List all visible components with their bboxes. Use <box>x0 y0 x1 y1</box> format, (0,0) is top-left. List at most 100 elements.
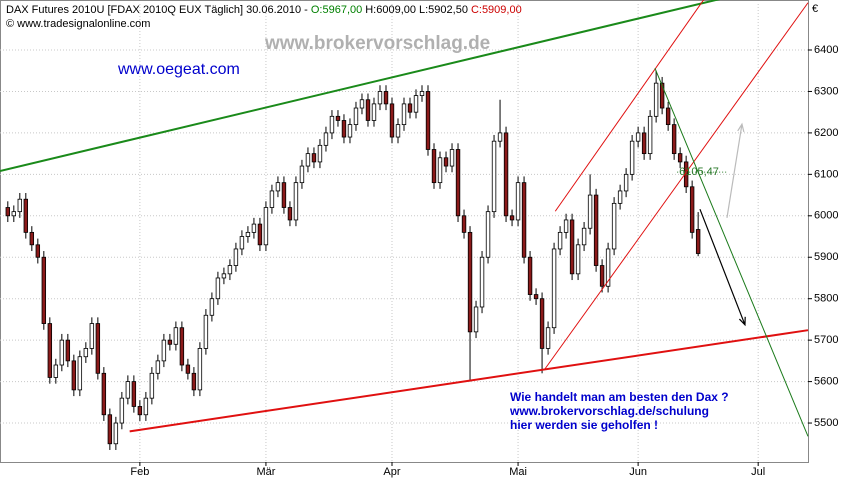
candle-body <box>359 99 365 109</box>
annotation: www.brokervorschlag.de/schulung <box>509 404 709 418</box>
candle-body <box>485 211 491 258</box>
candle-body <box>173 327 179 345</box>
candle-body <box>455 149 461 217</box>
y-tick-label: 5600 <box>814 375 838 387</box>
candle-body <box>443 157 449 167</box>
candle-body <box>89 323 95 349</box>
x-tick-label: Jul <box>751 466 765 478</box>
candle-body <box>503 132 509 217</box>
candle-body <box>101 372 107 416</box>
x-tick-label: Mär <box>256 466 275 478</box>
candle-body <box>233 248 239 266</box>
candle-body <box>29 231 35 246</box>
candle-body <box>95 323 101 374</box>
candle-body <box>419 91 425 96</box>
candle-body <box>413 95 419 113</box>
candle-body <box>509 215 515 221</box>
candle-body <box>209 298 215 316</box>
candle-body <box>575 244 581 275</box>
candle-body <box>143 397 149 416</box>
candle-body <box>167 339 173 345</box>
candle-body <box>113 422 119 445</box>
trend-line <box>544 2 809 370</box>
candle-body <box>461 215 467 233</box>
candle-body <box>251 223 257 233</box>
candle-body <box>5 207 11 217</box>
candle-body <box>161 339 167 362</box>
x-tick-label: Feb <box>130 466 149 478</box>
candle-body <box>287 207 293 221</box>
candle-body <box>83 348 89 358</box>
candle-body <box>641 132 647 155</box>
candle-body <box>281 182 287 208</box>
candle-body <box>203 314 209 349</box>
candle-body <box>263 207 269 246</box>
ohlc-label: C:5909,00 <box>471 4 522 16</box>
watermark: www.brokervorschlag.de <box>264 33 490 54</box>
candle-body <box>473 306 479 333</box>
trend-line <box>129 329 809 433</box>
y-tick-label: 6100 <box>814 168 838 180</box>
candle-body <box>449 149 455 167</box>
candle-body <box>515 182 521 221</box>
site-label: www.oegeat.com <box>117 61 240 78</box>
candle-body <box>527 256 533 295</box>
candle-body <box>23 198 29 233</box>
candle-body <box>47 323 53 378</box>
trend-line <box>0 0 721 173</box>
candle-body <box>293 182 299 221</box>
y-tick-label: 6400 <box>814 44 838 56</box>
x-tick-label: Apr <box>383 466 400 478</box>
candle-body <box>371 103 377 121</box>
candle-body <box>425 91 431 150</box>
candle-body <box>65 339 71 362</box>
y-tick-label: 6200 <box>814 127 838 139</box>
x-tick-label: Jun <box>629 466 647 478</box>
candle-body <box>41 256 47 324</box>
candle-body <box>389 103 395 138</box>
candle-body <box>311 153 317 163</box>
candle-body <box>305 153 311 167</box>
candle-body <box>623 173 629 192</box>
candle-body <box>587 194 593 229</box>
annotation: Wie handelt man am besten den Dax ? <box>510 390 729 404</box>
y-tick-label: 5800 <box>814 293 838 305</box>
candle-body <box>131 381 137 407</box>
trend-line <box>654 68 809 437</box>
candle-body <box>689 186 695 233</box>
candle-body <box>299 165 305 184</box>
copyright: © www.tradesignalonline.com <box>6 18 150 30</box>
ohlc-label: L:5902,50 <box>419 4 468 16</box>
candle-body <box>593 194 599 266</box>
y-tick-label: 5700 <box>814 334 838 346</box>
candle-body <box>539 298 545 349</box>
candle-body <box>197 348 203 391</box>
currency: € <box>812 3 818 15</box>
candle-body <box>119 397 125 424</box>
candle-body <box>125 381 131 399</box>
ohlc-label: O:5967,00 <box>311 4 362 16</box>
candle-body <box>275 182 281 192</box>
candle-body <box>635 132 641 142</box>
candle-body <box>53 364 59 378</box>
arrow <box>726 122 745 218</box>
candle-body <box>401 103 407 126</box>
candle-body <box>671 124 677 155</box>
annotation: hier werden sie geholfen ! <box>510 418 658 432</box>
candle-body <box>479 256 485 308</box>
candle-body <box>137 406 143 416</box>
candle-body <box>431 149 437 184</box>
candle-body <box>551 248 557 329</box>
candle-body <box>557 231 563 250</box>
candle-body <box>617 190 623 204</box>
candle-body <box>659 82 665 109</box>
candle-body <box>629 140 635 175</box>
candle-body <box>677 153 683 163</box>
candle-body <box>149 372 155 399</box>
candle-body <box>185 364 191 374</box>
candle-body <box>341 120 347 138</box>
candle-body <box>215 277 221 300</box>
candle-body <box>647 115 653 155</box>
candle-body <box>533 294 539 300</box>
